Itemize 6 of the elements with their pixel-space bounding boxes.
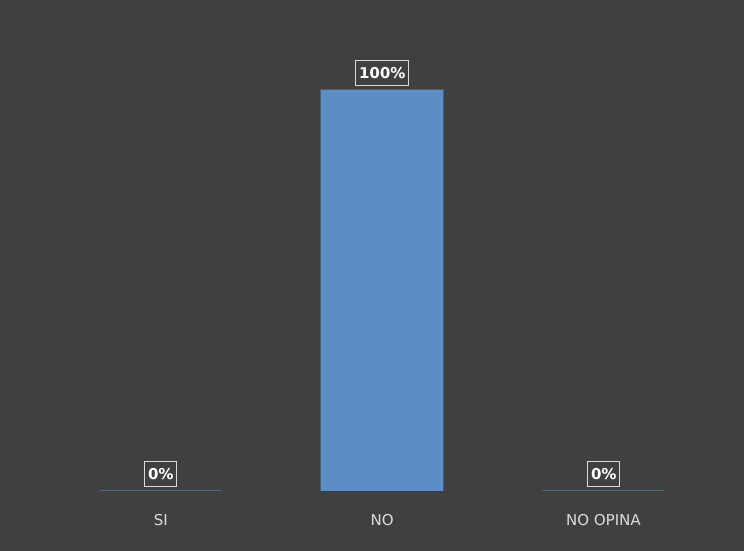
x-tick-label: SI (154, 511, 168, 529)
data-label: 100% (359, 64, 406, 82)
data-label: 0% (148, 465, 174, 483)
data-label: 0% (591, 465, 616, 483)
x-tick-label: NO (370, 511, 394, 529)
x-tick-label: NO OPINA (566, 511, 642, 529)
